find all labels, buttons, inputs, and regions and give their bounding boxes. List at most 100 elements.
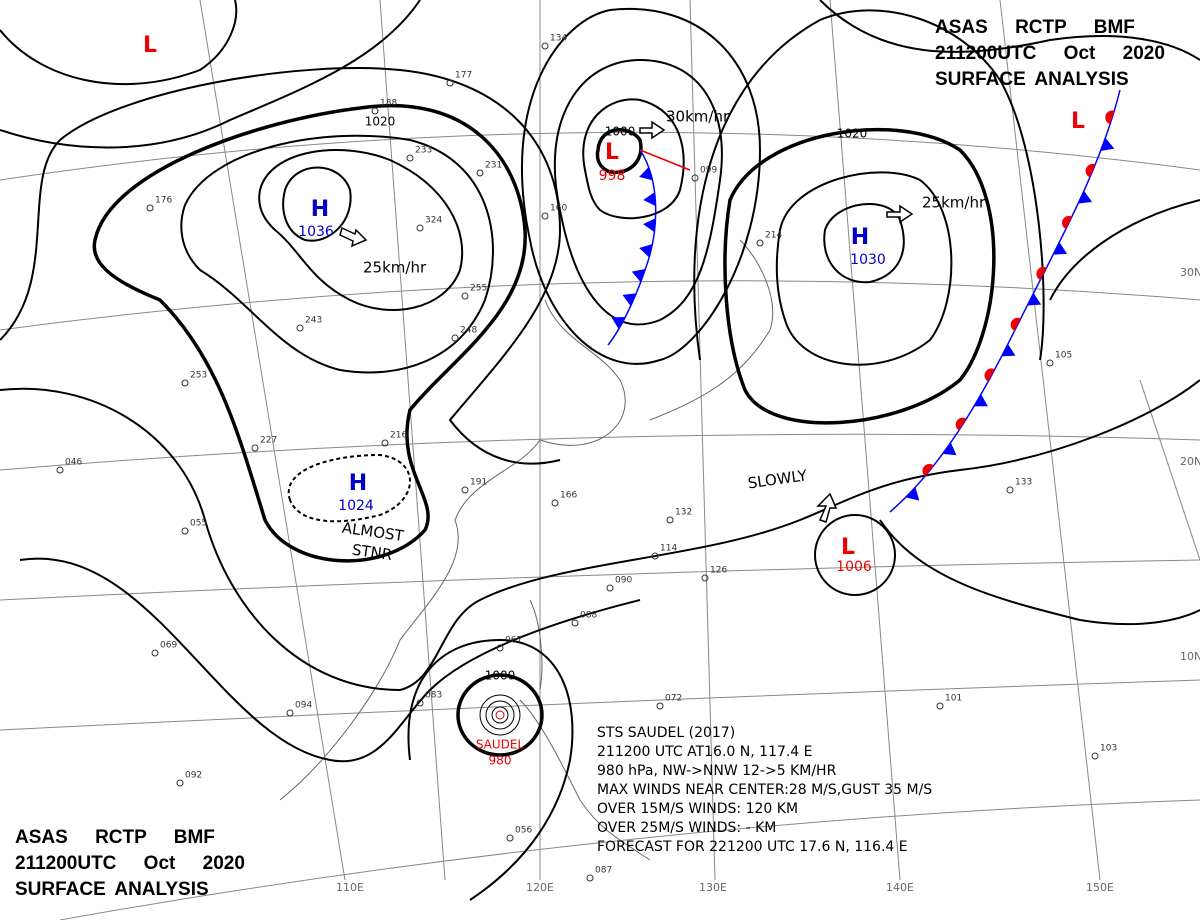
isobar (595, 128, 643, 175)
station-value: 243 (305, 316, 322, 326)
station-marker (451, 334, 459, 342)
system-symbol: L (841, 535, 855, 560)
storm-info-line: OVER 15M/S WINDS: 120 KM (597, 801, 798, 817)
isobar-label: 1020 (365, 115, 396, 129)
station-marker (296, 324, 304, 332)
latitude-line (0, 280, 1200, 331)
station-value: 126 (710, 566, 727, 576)
station-marker (371, 107, 379, 115)
station-value: 090 (615, 576, 632, 586)
station-marker (151, 649, 159, 657)
motion-arrow (339, 226, 368, 248)
cold-front-symbol (1053, 242, 1068, 255)
storm-info-line: 211200 UTC AT16.0 N, 117.4 E (597, 744, 813, 760)
system-pressure: 1024 (338, 498, 374, 514)
station-marker (416, 224, 424, 232)
isobar (92, 103, 527, 563)
header-text: 211200UTC Oct 2020 (15, 853, 245, 874)
isobar (282, 166, 352, 242)
motion-arrow (886, 204, 914, 224)
isobar-label: 1000 (605, 125, 636, 139)
motion-label: 25km/hr (363, 259, 427, 277)
fronts (607, 89, 1121, 513)
longitude-label: 110E (336, 881, 364, 894)
isobars (0, 0, 1200, 901)
station-value: 177 (455, 71, 472, 81)
station-value: 133 (1015, 478, 1032, 488)
station-marker (176, 779, 184, 787)
station-value: 046 (65, 458, 82, 468)
cold-front-symbol (905, 487, 920, 501)
cold-front-symbol (643, 192, 656, 207)
warm-front-symbol (1085, 163, 1096, 178)
system-symbol: H (851, 225, 869, 250)
storm-info-line: MAX WINDS NEAR CENTER:28 M/S,GUST 35 M/S (597, 782, 932, 798)
station-value: 101 (945, 694, 962, 704)
warm-front-symbol (955, 417, 967, 431)
isobar (0, 0, 238, 86)
longitude-label: 150E (1086, 881, 1114, 894)
longitude-line (379, 0, 446, 881)
longitude-label: 130E (699, 881, 727, 894)
station-marker (701, 574, 709, 582)
warm-front-symbol (1062, 215, 1073, 230)
storm-pressure: 980 (489, 754, 512, 768)
station-value: 160 (550, 204, 567, 214)
station-value: 103 (1100, 744, 1117, 754)
station-marker (651, 552, 659, 560)
cold-front-symbol (643, 218, 656, 233)
latitude-line (0, 679, 1200, 731)
station-marker (406, 154, 414, 162)
isobar (180, 134, 494, 374)
isobar (693, 9, 1045, 361)
station-value: 132 (675, 508, 692, 518)
station-value: 099 (700, 166, 717, 176)
isobar-label: 1020 (837, 127, 868, 141)
system-pressure: 1036 (298, 224, 334, 240)
station-value: 176 (155, 196, 172, 206)
isobar (1049, 199, 1200, 301)
station-marker (936, 702, 944, 710)
isobar (814, 514, 896, 596)
motion-label: STNR (351, 541, 393, 564)
isobar-label: 1000 (485, 669, 516, 683)
coastline (529, 599, 543, 691)
station-value: 094 (295, 701, 312, 711)
station-value: 255 (470, 284, 487, 294)
station-marker (56, 466, 64, 474)
station-value: 253 (190, 371, 207, 381)
coastline (279, 299, 626, 801)
latitude-label: 30N (1180, 266, 1200, 279)
isobar (879, 519, 1200, 626)
system-symbol: L (1071, 109, 1085, 134)
station-marker (461, 292, 469, 300)
station-value: 166 (560, 491, 577, 501)
station-marker (666, 516, 674, 524)
station-value: 188 (380, 99, 397, 109)
storm-info-line: 980 hPa, NW->NNW 12->5 KM/HR (597, 763, 837, 779)
station-value: 087 (595, 866, 612, 876)
station-value: 072 (665, 694, 682, 704)
isobar (521, 7, 762, 365)
cold-front-symbol (639, 244, 653, 258)
station-marker (756, 239, 764, 247)
system-pressure: 998 (599, 168, 626, 184)
header-text: 211200UTC Oct 2020 (935, 43, 1165, 64)
cold-front-symbol (631, 269, 646, 283)
isobar (407, 638, 574, 901)
station-marker (476, 169, 484, 177)
storm-center (495, 710, 505, 720)
isobar (0, 67, 562, 465)
isobar (258, 149, 464, 311)
warm-front-symbol (1036, 266, 1047, 281)
station-marker (181, 527, 189, 535)
station-value: 055 (190, 519, 207, 529)
station-marker (286, 709, 294, 717)
station-value: 105 (1055, 351, 1072, 361)
latitude-line (59, 799, 1200, 920)
coastline (649, 239, 774, 421)
station-marker (551, 499, 559, 507)
motion-arrow (639, 120, 666, 140)
